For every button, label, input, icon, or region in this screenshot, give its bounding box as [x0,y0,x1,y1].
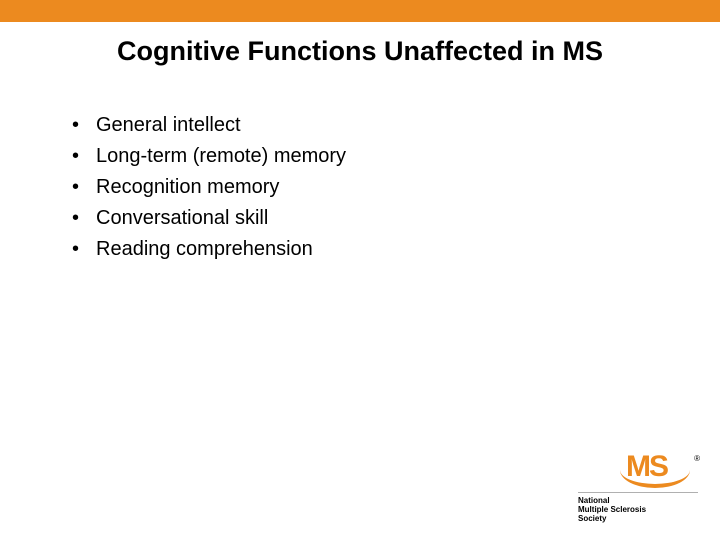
slide: Cognitive Functions Unaffected in MS • G… [0,0,720,540]
logo-name-line: Multiple Sclerosis [578,505,698,514]
logo-name-line: National [578,496,698,505]
bullet-icon: • [72,236,96,263]
logo-swoosh-icon [620,470,690,488]
bullet-text: Reading comprehension [96,236,313,263]
ms-logo-icon: MS [620,452,690,488]
list-item: • Long-term (remote) memory [72,143,346,170]
bullet-text: General intellect [96,112,241,139]
bullet-list: • General intellect • Long-term (remote)… [72,112,346,267]
slide-title: Cognitive Functions Unaffected in MS [0,36,720,67]
registered-mark: ® [694,454,700,463]
logo-org-name: National Multiple Sclerosis Society [578,496,698,524]
list-item: • Recognition memory [72,174,346,201]
list-item: • Conversational skill [72,205,346,232]
bullet-icon: • [72,143,96,170]
list-item: • General intellect [72,112,346,139]
logo-separator [578,492,698,493]
bullet-text: Conversational skill [96,205,268,232]
footer-logo: MS ® National Multiple Sclerosis Society [578,452,698,522]
logo-name-line: Society [578,514,698,523]
bullet-text: Long-term (remote) memory [96,143,346,170]
bullet-icon: • [72,174,96,201]
bullet-icon: • [72,112,96,139]
accent-top-bar [0,0,720,22]
list-item: • Reading comprehension [72,236,346,263]
bullet-text: Recognition memory [96,174,279,201]
bullet-icon: • [72,205,96,232]
